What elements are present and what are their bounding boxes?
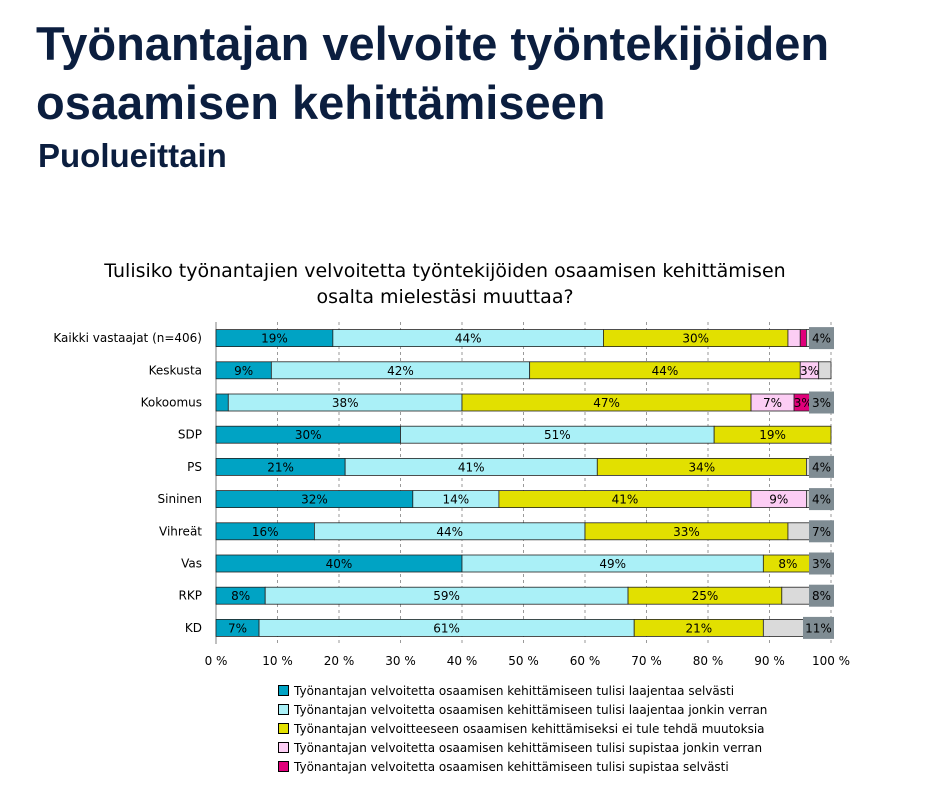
data-label-badge: [809, 520, 834, 543]
data-label: 4%: [812, 332, 831, 346]
data-label: 51%: [544, 428, 571, 442]
data-label: 7%: [812, 525, 831, 539]
data-label: 9%: [769, 493, 788, 507]
data-label-badge: [809, 584, 834, 607]
data-label: 34%: [689, 460, 716, 474]
data-label-badge: [809, 488, 834, 511]
x-tick-label: 30 %: [385, 654, 416, 668]
legend-item: Työnantajan velvoitetta osaamisen kehitt…: [278, 700, 838, 719]
data-label-badge: [809, 327, 834, 350]
x-tick-label: 90 %: [754, 654, 785, 668]
data-label: 19%: [261, 332, 288, 346]
data-label: 8%: [812, 589, 831, 603]
data-label: 32%: [301, 493, 328, 507]
data-label: 16%: [252, 525, 279, 539]
category-label: Kokoomus: [141, 396, 202, 410]
legend-swatch: [278, 704, 289, 715]
category-label: Sininen: [158, 492, 202, 506]
data-label: 21%: [267, 460, 294, 474]
category-label: Keskusta: [149, 363, 202, 377]
data-label: 7%: [763, 396, 782, 410]
category-label: Vas: [181, 557, 202, 571]
x-tick-label: 60 %: [570, 654, 601, 668]
data-label: 25%: [692, 589, 719, 603]
data-label: 42%: [387, 364, 414, 378]
x-tick-label: 100 %: [812, 654, 850, 668]
x-tick-label: 40 %: [447, 654, 478, 668]
data-label-badge: [809, 455, 834, 478]
data-label: 59%: [433, 589, 460, 603]
data-label: 61%: [433, 621, 460, 635]
data-label-badge: [809, 552, 834, 575]
data-label: 3%: [794, 396, 813, 410]
data-label: 49%: [599, 557, 626, 571]
data-label: 3%: [812, 557, 831, 571]
legend-label: Työnantajan velvoitetta osaamisen kehitt…: [294, 740, 763, 755]
data-label: 21%: [685, 621, 712, 635]
data-label-badge: [803, 616, 834, 639]
data-label: 14%: [443, 493, 470, 507]
legend-swatch: [278, 685, 289, 696]
data-label: 11%: [805, 621, 832, 635]
data-label: 44%: [436, 525, 463, 539]
bar-segment: [787, 329, 801, 348]
data-label: 4%: [812, 493, 831, 507]
x-tick-label: 80 %: [693, 654, 724, 668]
category-label: RKP: [179, 589, 202, 603]
slide-title: Työnantajan velvoite työntekijöiden osaa…: [36, 17, 830, 129]
legend-label: Työnantajan velvoitetta osaamisen kehitt…: [294, 759, 729, 774]
data-label: 44%: [455, 332, 482, 346]
category-label: KD: [185, 621, 202, 635]
data-label: 33%: [673, 525, 700, 539]
legend-item: Työnantajan velvoitetta osaamisen kehitt…: [278, 757, 838, 776]
x-tick-label: 70 %: [631, 654, 662, 668]
data-label: 38%: [332, 396, 359, 410]
data-label: 8%: [778, 557, 797, 571]
bar-segment: [215, 393, 229, 412]
chart-legend: Työnantajan velvoitetta osaamisen kehitt…: [278, 681, 838, 776]
legend-swatch: [278, 742, 289, 753]
data-label: 40%: [326, 557, 353, 571]
x-tick-label: 0 %: [205, 654, 228, 668]
category-label: Vihreät: [159, 524, 202, 538]
x-tick-label: 10 %: [262, 654, 293, 668]
legend-item: Työnantajan velvoitteeseen osaamisen keh…: [278, 719, 838, 738]
x-tick-label: 50 %: [508, 654, 539, 668]
data-label: 4%: [812, 460, 831, 474]
bar-segment: [818, 361, 832, 380]
data-label: 47%: [593, 396, 620, 410]
data-label: 30%: [295, 428, 322, 442]
data-label-badge: [809, 391, 834, 414]
legend-label: Työnantajan velvoitetta osaamisen kehitt…: [294, 683, 735, 698]
legend-label: Työnantajan velvoitteeseen osaamisen keh…: [294, 721, 765, 736]
data-label: 19%: [759, 428, 786, 442]
legend-label: Työnantajan velvoitetta osaamisen kehitt…: [294, 702, 768, 717]
legend-swatch: [278, 761, 289, 772]
data-label: 7%: [228, 621, 247, 635]
slide-subtitle: Puolueittain: [38, 137, 227, 174]
data-label: 9%: [234, 364, 253, 378]
bar-segment: [799, 329, 807, 348]
data-label: 3%: [800, 364, 819, 378]
data-label: 30%: [682, 332, 709, 346]
chart-title: Tulisiko työnantajien velvoitetta työnte…: [104, 260, 786, 308]
category-label: SDP: [178, 428, 202, 442]
legend-item: Työnantajan velvoitetta osaamisen kehitt…: [278, 738, 838, 757]
category-label: Kaikki vastaajat (n=406): [53, 331, 202, 345]
data-label: 41%: [458, 460, 485, 474]
x-tick-label: 20 %: [324, 654, 355, 668]
bar-segment: [713, 425, 832, 444]
data-label: 41%: [612, 493, 639, 507]
data-label: 8%: [231, 589, 250, 603]
legend-swatch: [278, 723, 289, 734]
legend-item: Työnantajan velvoitetta osaamisen kehitt…: [278, 681, 838, 700]
category-label: PS: [187, 460, 202, 474]
data-label: 44%: [652, 364, 679, 378]
data-label: 3%: [812, 396, 831, 410]
